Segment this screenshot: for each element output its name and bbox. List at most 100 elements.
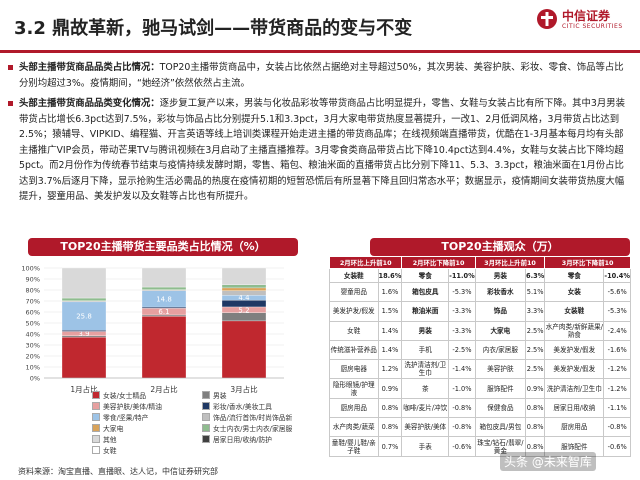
legend-swatch: [92, 435, 100, 443]
rank-table: 2月环比上升前10 2月环比下降前10 3月环比上升前10 3月环比下降前10 女装鞋…: [328, 256, 631, 457]
legend-label: 彩妆/香水/美妆工具: [213, 403, 272, 411]
table-cell: 咖啡/麦片/冲饮: [401, 397, 450, 419]
table-cell: -1.6%: [603, 339, 631, 361]
table-cell: 彩妆香水: [474, 281, 527, 303]
legend-item: 彩妆/香水/美妆工具: [202, 401, 322, 411]
table-cell: 5.1%: [524, 281, 546, 303]
legend-label: 其他: [103, 436, 117, 444]
legend-item: 居家日用/收纳/防护: [202, 434, 322, 444]
citic-logo-icon: [537, 9, 557, 29]
table-cell: 水产肉类/蔬菜: [329, 417, 379, 438]
table-row: 厨房用品 0.8% 咖啡/麦片/冲饮 -0.8% 保健食品 0.8% 居家日用/收纳 -1.1…: [329, 397, 631, 419]
y-tick-label: 90%: [26, 276, 40, 284]
legend-swatch: [202, 402, 210, 410]
table-cell: -1.1%: [603, 397, 631, 419]
bar-segment: [141, 286, 187, 290]
legend-label: 大家电: [103, 425, 124, 433]
legend-item: 美容护肤/美体/精油: [92, 401, 202, 411]
bar-data-label: 5.2: [238, 306, 249, 314]
table-header-cell: 2月环比下降前10: [401, 256, 476, 269]
bar-data-label: 3.9: [78, 330, 89, 338]
legend-swatch: [92, 402, 100, 410]
legend-label: 居家日用/收纳/防护: [213, 436, 272, 444]
table-cell: 1.4%: [377, 320, 403, 341]
table-cell: 箱包皮具/男包: [474, 417, 527, 438]
legend-swatch: [202, 435, 210, 443]
table-cell: -1.2%: [603, 359, 631, 380]
table-header-cell: 3月环比下降前10: [544, 256, 631, 269]
y-tick-label: 40%: [26, 331, 40, 339]
table-cell: 3.3%: [524, 301, 546, 322]
table-cell: 1.2%: [377, 359, 403, 380]
table-cell: 洗护清洁剂/卫生巾: [544, 378, 605, 399]
page-title: 3.2 鼎故革新，驰马试剑——带货商品的变与不变: [14, 18, 413, 39]
table-cell: 1.6%: [377, 281, 403, 303]
table-cell: -2.5%: [448, 339, 476, 361]
table-cell: 零食: [544, 268, 605, 283]
y-tick-label: 60%: [26, 309, 40, 317]
table-cell: 0.7%: [377, 436, 403, 457]
table-cell: 手机: [401, 339, 450, 361]
table-cell: -0.6%: [603, 436, 631, 457]
table-cell: 男装: [474, 268, 527, 283]
table-cell: -5.3%: [603, 301, 631, 322]
table-cell: 1.4%: [377, 339, 403, 361]
chart-legend: 女装/女士精品 男装 美容护肤/美体/精油 彩妆/香水/美妆工具 零食/坚果/特产 饰品/…: [92, 390, 322, 455]
table-cell: 厨房用品: [329, 397, 379, 419]
table-cell: -5.3%: [448, 281, 476, 303]
stacked-bar-chart: 0% 10% 20% 30% 40% 50% 60% 70% 80% 90% 100% 3.9 25.8…: [21, 265, 284, 394]
table-cell: 保健食品: [474, 397, 527, 419]
bar-segment: [221, 290, 267, 296]
bullet-body: TOP20主播带货商品中，女装占比依然占据绝对主导超过50%，其次男装、美容护肤…: [19, 62, 624, 89]
x-tick-label: 3月占比: [230, 384, 258, 394]
bar-segment: [61, 297, 107, 301]
legend-item: 女装/女士精品: [92, 390, 202, 400]
table-cell: 箱包皮具: [401, 281, 450, 303]
table-cell: 内衣/家居服: [474, 339, 527, 361]
legend-item: 男装: [202, 390, 322, 400]
bar-segment: [141, 316, 187, 379]
logo-cn: 中信证券: [562, 8, 611, 23]
table-cell: 1.5%: [377, 301, 403, 322]
table-cell: 0.9%: [524, 378, 546, 399]
table-cell: 茶: [401, 378, 450, 399]
legend-label: 美容护肤/美体/精油: [103, 403, 162, 411]
bullet-text: 头部主播带货商品品类占比情况：TOP20主播带货商品中，女装占比依然占据绝对主导…: [19, 60, 632, 91]
table-row: 隐形眼镜/护理液 0.9% 茶 -1.0% 服饰配件 0.9% 洗护清洁剂/卫生巾 -1.2%: [329, 378, 631, 399]
table-row: 传统滋补营养品 1.4% 手机 -2.5% 内衣/家居服 2.5% 美发护发/假发 -1.6%: [329, 339, 631, 361]
table-cell: 传统滋补营养品: [329, 339, 379, 361]
table-header-cell: 2月环比上升前10: [328, 256, 403, 269]
bullet-lead: 头部主播带货商品品类变化情况：: [19, 98, 160, 109]
bar-segment: [61, 330, 107, 332]
table-cell: 水产肉类/新鲜蔬果/熟食: [544, 320, 605, 341]
table-cell: 洗护清洁剂/卫生巾: [401, 359, 450, 380]
bar-segment: [221, 284, 267, 289]
table-cell: -1.2%: [603, 378, 631, 399]
bullet-body: 逐步复工复产以来，男装与化妆品彩妆等带货商品占比明显提升，零售、女鞋与女装占比有…: [19, 98, 625, 202]
legend-label: 零食/坚果/特产: [103, 414, 149, 422]
table-cell: 隐形眼镜/护理液: [329, 378, 379, 399]
table-cell: 粮油米面: [401, 301, 450, 322]
legend-swatch: [202, 424, 210, 432]
table-row: 童鞋/婴儿鞋/亲子鞋 0.7% 手表 -0.6% 珠宝/钻石/翡翠/黄金 0.8% 服饰配件…: [329, 436, 631, 457]
table-cell: 婴童用品: [329, 281, 379, 303]
legend-label: 女士内衣/男士内衣/家居服: [213, 425, 293, 433]
table-cell: 0.8%: [377, 397, 403, 419]
table-cell: 18.6%: [377, 268, 403, 283]
table-cell: 美容护肤/美体: [401, 417, 450, 438]
legend-item: 女士内衣/男士内衣/家居服: [202, 423, 322, 433]
source-note: 资料来源：淘宝直播、直播眼、达人记，中信证券研究部: [18, 467, 218, 476]
chart-panel-title: TOP20主播带货主要品类占比情况（%）: [28, 238, 298, 256]
table-cell: 0.9%: [377, 378, 403, 399]
y-tick-label: 50%: [26, 320, 40, 328]
table-row: 女鞋 1.4% 男装 -3.3% 大家电 2.5% 水产肉类/新鲜蔬果/熟食 -2.4%: [329, 320, 631, 341]
table-cell: 2.5%: [524, 359, 546, 380]
table-header-cell: 3月环比上升前10: [474, 256, 546, 269]
bullet-item: 头部主播带货商品品类占比情况：TOP20主播带货商品中，女装占比依然占据绝对主导…: [8, 60, 632, 91]
bar-segment: [221, 320, 267, 379]
y-tick-label: 20%: [26, 353, 40, 361]
table-cell: 美发护发/假发: [329, 301, 379, 322]
bar-data-label: 25.8: [76, 313, 92, 321]
table-cell: 零食: [401, 268, 450, 283]
table-cell: -0.8%: [448, 397, 476, 419]
